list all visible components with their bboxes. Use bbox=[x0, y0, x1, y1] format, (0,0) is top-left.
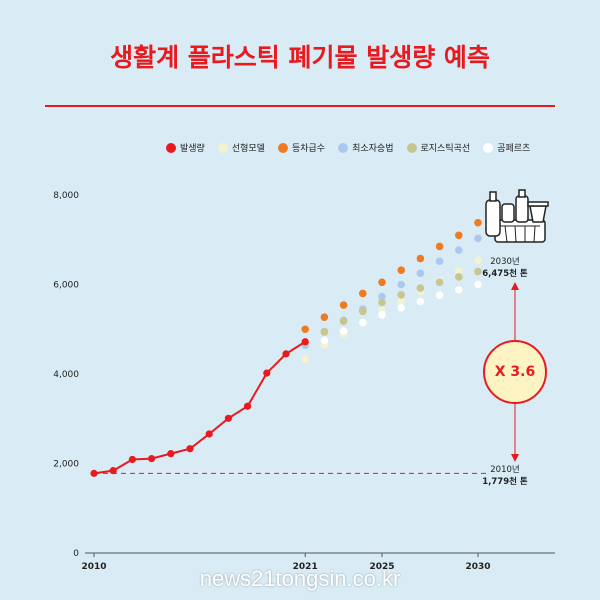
series-actual bbox=[90, 338, 309, 477]
y-tick-label: 6,000 bbox=[53, 281, 79, 291]
y-tick-label: 0 bbox=[73, 549, 79, 559]
x-tick-label: 2030 bbox=[465, 562, 490, 572]
arrow-up-icon bbox=[511, 282, 519, 290]
legend-swatch bbox=[217, 142, 228, 153]
legend-item: 최소자승법 bbox=[338, 141, 394, 154]
legend-swatch bbox=[277, 142, 288, 153]
legend-item: 등차급수 bbox=[277, 141, 326, 154]
data-point bbox=[244, 402, 252, 410]
data-point bbox=[320, 336, 329, 345]
legend-label: 선형모델 bbox=[231, 144, 265, 154]
data-point bbox=[301, 325, 310, 334]
watermark: news21tongsin.co.kr bbox=[199, 566, 401, 591]
growth-multiplier-badge: X 3.6 bbox=[483, 340, 547, 404]
data-point bbox=[378, 292, 386, 301]
annotation-2010-value: 1,779천 톤 bbox=[482, 477, 528, 487]
data-point bbox=[397, 266, 406, 274]
annotation-2010: 2010년 1,779천 톤 bbox=[470, 464, 540, 488]
data-point bbox=[339, 317, 348, 325]
data-point bbox=[378, 311, 386, 319]
data-point bbox=[301, 338, 309, 346]
data-point bbox=[205, 430, 213, 438]
annotation-2030-value: 6,475천 톤 bbox=[482, 269, 528, 279]
data-point bbox=[416, 254, 425, 263]
data-point bbox=[435, 257, 444, 266]
data-point bbox=[474, 218, 482, 227]
data-point bbox=[301, 355, 310, 364]
chart-title: 생활계 플라스틱 폐기물 발생량 예측 bbox=[110, 43, 490, 72]
legend-swatch bbox=[483, 142, 494, 153]
x-tick-label: 2021 bbox=[293, 562, 318, 572]
data-point bbox=[397, 290, 406, 299]
data-point bbox=[455, 246, 463, 254]
data-point bbox=[148, 454, 156, 463]
x-tick-label: 2010 bbox=[81, 562, 106, 572]
data-point bbox=[435, 291, 444, 300]
data-point bbox=[435, 278, 444, 287]
data-point bbox=[282, 350, 290, 358]
series-line bbox=[93, 340, 306, 475]
legend-item: 발생량 bbox=[166, 141, 205, 154]
data-point bbox=[359, 307, 367, 316]
arrow-down-icon bbox=[511, 454, 519, 462]
legend-label: 최소자승법 bbox=[352, 144, 394, 154]
data-point bbox=[359, 289, 367, 298]
data-point bbox=[397, 297, 406, 306]
data-point bbox=[416, 284, 425, 292]
data-point bbox=[320, 328, 329, 336]
data-point bbox=[435, 242, 444, 251]
title-divider bbox=[45, 105, 555, 107]
data-point bbox=[186, 445, 194, 453]
data-point bbox=[378, 298, 386, 307]
series-forecast bbox=[301, 234, 482, 350]
data-point bbox=[474, 267, 482, 276]
data-point bbox=[109, 467, 117, 475]
series-forecast bbox=[301, 256, 482, 364]
plastic-waste-icon bbox=[485, 189, 549, 243]
legend-item: 곰페르츠 bbox=[483, 141, 530, 154]
data-point bbox=[339, 301, 348, 309]
legend-label: 곰페르츠 bbox=[497, 144, 531, 154]
data-point bbox=[397, 280, 406, 289]
series-forecast bbox=[301, 267, 482, 347]
data-point bbox=[416, 297, 425, 306]
data-point bbox=[167, 450, 175, 458]
data-point bbox=[359, 318, 367, 327]
legend-item: 선형모델 bbox=[217, 141, 265, 154]
data-point bbox=[455, 273, 463, 281]
data-point bbox=[224, 414, 232, 422]
annotation-2030-year: 2030년 bbox=[490, 257, 520, 267]
legend-label: 로지스틱곡선 bbox=[420, 144, 471, 154]
y-tick-label: 4,000 bbox=[53, 370, 79, 380]
data-point bbox=[416, 269, 425, 278]
legend: 발생량 선형모델 등차급수 최소자승법 로지스틱곡선 곰페르츠 bbox=[166, 141, 530, 154]
legend-swatch bbox=[338, 142, 349, 153]
data-point bbox=[474, 256, 482, 265]
series-forecast bbox=[301, 218, 482, 334]
legend-swatch bbox=[406, 142, 417, 153]
y-tick-label: 8,000 bbox=[53, 191, 79, 201]
data-point bbox=[90, 469, 98, 477]
y-tick-label: 2,000 bbox=[53, 460, 79, 470]
annotation-2030: 2030년 6,475천 톤 bbox=[470, 256, 540, 280]
x-tick-label: 2025 bbox=[369, 562, 394, 572]
legend-label: 발생량 bbox=[180, 144, 205, 154]
data-point bbox=[397, 303, 406, 312]
data-point bbox=[128, 455, 136, 464]
legend-label: 등차급수 bbox=[291, 144, 326, 154]
series-forecast bbox=[320, 280, 482, 345]
data-point bbox=[320, 313, 329, 321]
legend-swatch bbox=[166, 142, 176, 153]
data-point bbox=[378, 278, 386, 287]
data-point bbox=[455, 267, 463, 275]
data-point bbox=[263, 369, 271, 377]
legend-item: 로지스틱곡선 bbox=[406, 141, 471, 154]
data-point bbox=[339, 327, 348, 335]
data-point bbox=[455, 231, 463, 240]
data-point bbox=[455, 286, 463, 294]
annotation-2010-year: 2010년 bbox=[490, 465, 520, 475]
data-point bbox=[474, 280, 482, 289]
data-point bbox=[474, 234, 482, 243]
